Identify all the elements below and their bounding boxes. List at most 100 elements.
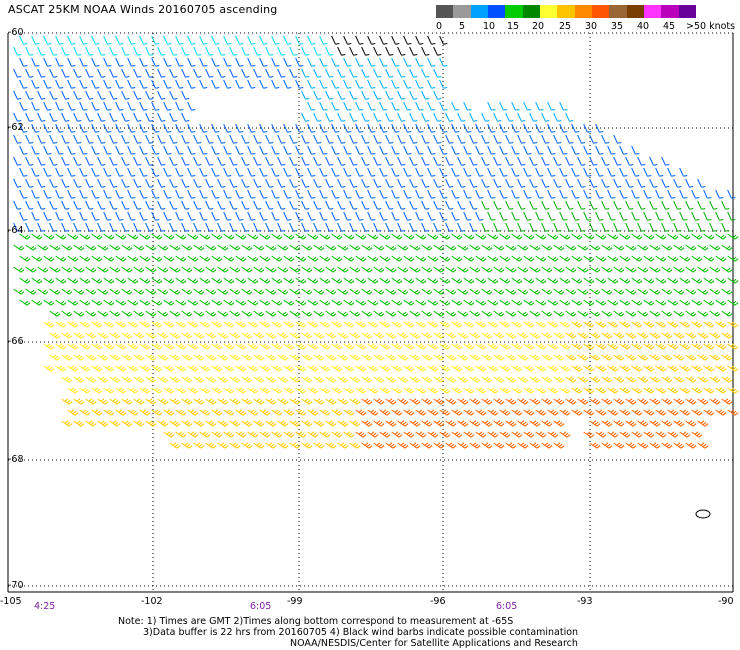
wind-barb	[253, 398, 265, 405]
wind-barb	[463, 431, 475, 438]
wind-barb	[313, 288, 325, 295]
wind-barb	[175, 431, 187, 438]
wind-barb	[361, 134, 370, 144]
wind-barb	[13, 200, 22, 210]
wind-barb	[547, 123, 556, 133]
wind-barb	[553, 112, 562, 122]
wind-barb	[151, 211, 160, 221]
wind-barb	[325, 354, 337, 361]
wind-barb	[313, 354, 325, 361]
wind-barb	[211, 431, 223, 438]
wind-barb	[427, 189, 436, 199]
wind-barb	[469, 332, 481, 339]
wind-barb	[133, 354, 145, 361]
wind-barb	[223, 277, 235, 284]
wind-barb	[403, 255, 415, 262]
wind-barb	[271, 299, 283, 306]
wind-barb	[109, 332, 121, 339]
wind-barb	[577, 134, 586, 144]
wind-barb	[571, 387, 583, 394]
wind-barb	[139, 277, 151, 284]
wind-barb	[577, 310, 589, 317]
wind-barb	[187, 343, 199, 350]
wind-barb	[295, 167, 304, 177]
wind-barb	[403, 79, 412, 89]
wind-barb	[493, 178, 502, 188]
wind-barb	[547, 211, 556, 221]
wind-barb	[139, 409, 151, 416]
wind-barb	[391, 35, 400, 45]
wind-barb	[547, 343, 559, 350]
wind-barb	[589, 266, 601, 273]
wind-barb	[289, 420, 301, 427]
wind-barb	[445, 398, 457, 405]
wind-barb	[193, 332, 205, 339]
wind-barb	[235, 431, 247, 438]
wind-barb	[523, 321, 535, 328]
wind-barb	[205, 332, 217, 339]
wind-barb	[667, 233, 679, 240]
wind-barb	[379, 123, 388, 133]
wind-barb	[571, 299, 583, 306]
wind-barb	[253, 200, 262, 210]
wind-barb	[151, 255, 163, 262]
wind-barb	[217, 398, 229, 405]
wind-barb	[631, 387, 643, 394]
wind-barb	[181, 200, 190, 210]
wind-barb	[325, 46, 334, 56]
wind-barb	[625, 376, 637, 383]
wind-barb	[199, 321, 211, 328]
wind-barb	[301, 354, 313, 361]
wind-barb	[679, 299, 691, 306]
wind-barb	[253, 310, 265, 317]
wind-barb	[67, 211, 76, 221]
wind-barb	[529, 310, 541, 317]
wind-barb	[19, 299, 31, 306]
wind-barb	[403, 343, 415, 350]
wind-barb	[607, 189, 616, 199]
wind-barb	[181, 442, 193, 449]
wind-barb	[673, 332, 685, 339]
wind-barb	[331, 57, 340, 67]
wind-barb	[589, 376, 601, 383]
wind-barb	[343, 255, 355, 262]
wind-barb	[679, 431, 691, 438]
wind-barb	[523, 167, 532, 177]
wind-barb	[223, 255, 235, 262]
wind-barb	[403, 321, 415, 328]
wind-barb	[229, 354, 241, 361]
wind-barb	[433, 244, 445, 251]
wind-barb	[385, 288, 397, 295]
wind-barb	[61, 354, 73, 361]
wind-barb	[487, 123, 496, 133]
wind-barb	[19, 101, 28, 111]
wind-barb	[181, 420, 193, 427]
wind-barb	[169, 222, 178, 232]
wind-barb	[409, 90, 418, 100]
wind-barb	[85, 332, 97, 339]
wind-barb	[139, 101, 148, 111]
wind-barb	[589, 420, 601, 427]
wind-barb	[289, 134, 298, 144]
wind-barb	[49, 200, 58, 210]
wind-barb	[529, 222, 538, 232]
wind-barb	[631, 277, 643, 284]
wind-barb	[331, 35, 340, 45]
wind-barb	[283, 233, 295, 240]
wind-barb	[13, 244, 25, 251]
wind-barb	[289, 310, 301, 317]
wind-barb	[571, 365, 583, 372]
wind-barb	[115, 365, 127, 372]
wind-barb	[517, 222, 526, 232]
wind-barb	[343, 321, 355, 328]
wind-barb	[199, 365, 211, 372]
wind-barb	[637, 266, 649, 273]
wind-barb	[349, 420, 361, 427]
wind-barb	[541, 200, 550, 210]
wind-barb	[583, 211, 592, 221]
wind-barb	[397, 398, 409, 405]
wind-barb	[223, 189, 232, 199]
wind-barb	[613, 288, 625, 295]
wind-barb	[373, 244, 385, 251]
wind-barb	[271, 233, 283, 240]
